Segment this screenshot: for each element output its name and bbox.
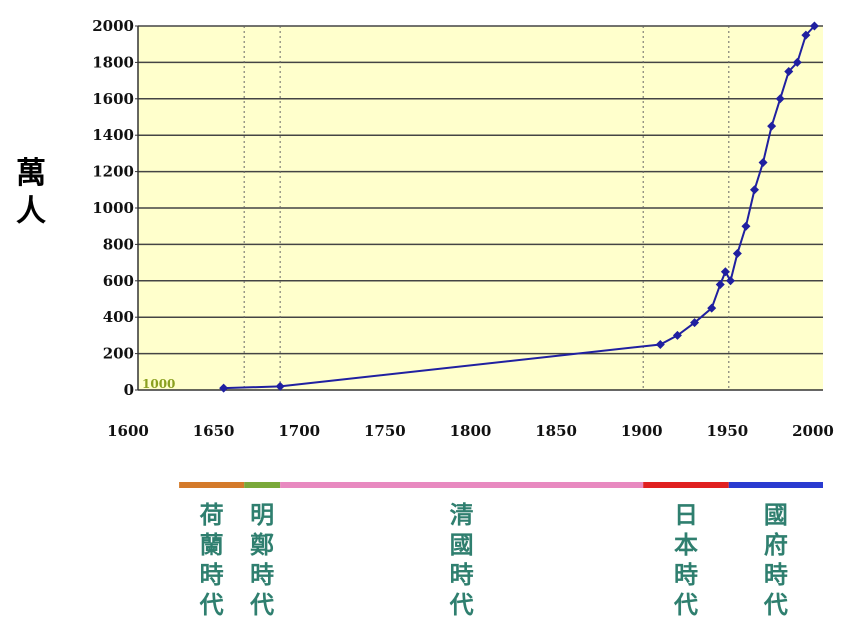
x-axis-ticks: 1600 1650 1700 1750 1800 1850 1900 1950 2000 (107, 422, 834, 440)
data-point (690, 318, 700, 328)
x-tick-label: 1750 (364, 422, 406, 440)
data-point (732, 249, 742, 258)
data-point (655, 340, 665, 349)
y-tick-label: 800 (103, 235, 134, 253)
data-point (726, 276, 736, 286)
y-tick-label: 1600 (92, 90, 134, 108)
data-point (720, 267, 730, 277)
data-point (219, 383, 229, 393)
x-tick-label: 2000 (792, 422, 834, 440)
gridlines (138, 25, 823, 390)
y-axis-label: 萬人 (14, 155, 48, 231)
data-point (275, 381, 285, 391)
y-tick-label: 1800 (92, 53, 134, 71)
annotation-label: 1000 (142, 377, 175, 391)
x-tick-label: 1600 (107, 422, 149, 440)
data-point (672, 330, 682, 340)
data-point (715, 279, 725, 289)
y-tick-label: 600 (103, 272, 134, 290)
data-point (775, 94, 785, 104)
x-tick-label: 1650 (193, 422, 235, 440)
data-point (750, 185, 759, 195)
y-tick-label: 2000 (92, 17, 134, 35)
y-axis-label-char: 萬 (16, 156, 46, 191)
data-point (707, 303, 717, 313)
y-tick-label: 1400 (92, 126, 134, 144)
era-label: 國府時代 (763, 500, 788, 619)
y-tick-label: 200 (103, 345, 134, 363)
y-tick-label: 1200 (92, 163, 134, 181)
data-point (801, 30, 811, 40)
era-bar (179, 482, 245, 488)
data-point (809, 21, 819, 31)
data-point (767, 121, 777, 131)
data-point (741, 221, 751, 231)
y-tick-label: 400 (103, 308, 134, 326)
era-label: 日本時代 (674, 500, 698, 619)
era-bar (728, 482, 823, 488)
data-points (219, 21, 819, 393)
x-tick-label: 1800 (450, 422, 492, 440)
data-point (784, 67, 794, 76)
era-label: 荷蘭時代 (199, 500, 224, 619)
data-point (758, 158, 768, 167)
y-axis-label-char: 人 (16, 194, 46, 229)
era-timeline (179, 482, 823, 488)
era-label: 清國時代 (449, 500, 474, 619)
y-tick-label: 0 (124, 381, 134, 399)
era-bar (643, 482, 729, 488)
x-tick-label: 1850 (535, 422, 577, 440)
era-label: 明鄭時代 (250, 500, 275, 619)
y-tick-label: 1000 (92, 199, 134, 217)
x-tick-label: 1950 (707, 422, 749, 440)
x-tick-label: 1900 (621, 422, 663, 440)
data-point (792, 57, 802, 67)
x-tick-label: 1700 (278, 422, 320, 440)
y-axis-ticks: 0 200 400 600 800 1000 1200 1400 1600 1800 2000 (92, 17, 138, 399)
era-bar (280, 482, 644, 488)
era-bar (244, 482, 281, 488)
